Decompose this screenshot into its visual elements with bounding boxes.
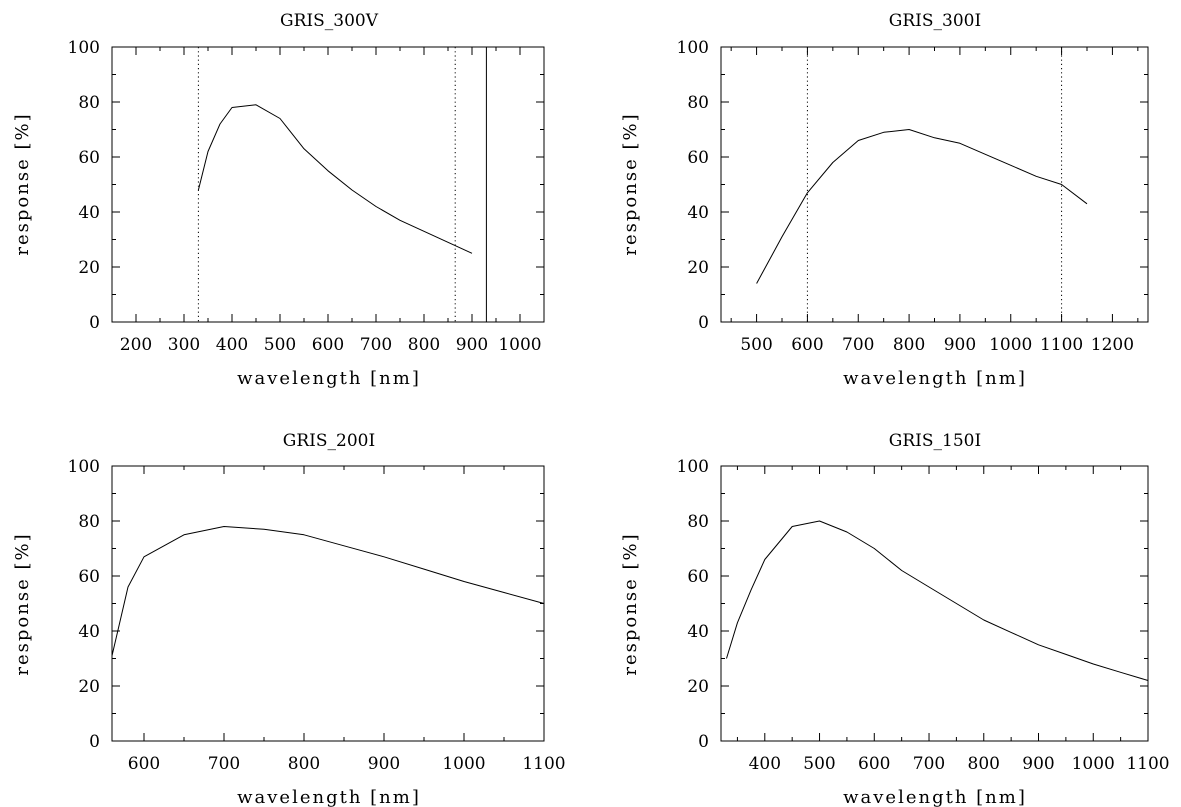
y-tick-label: 60	[687, 567, 709, 587]
panel-gris-300i: GRIS_300I 0 20 40 60 80 100 500 600 700 800 900 100…	[620, 11, 1149, 389]
x-tick-label: 1000	[989, 335, 1032, 355]
y-tick-label: 80	[687, 512, 709, 532]
x-axis-label: wavelength [nm]	[237, 368, 421, 389]
y-axis-label: response [%]	[12, 532, 33, 675]
x-tick-label: 800	[288, 754, 320, 774]
y-tick-label: 100	[677, 38, 709, 58]
x-tick-label: 1100	[1126, 754, 1169, 774]
y-tick-label: 100	[68, 38, 100, 58]
x-axis-label: wavelength [nm]	[843, 787, 1027, 807]
y-tick-label: 0	[89, 732, 100, 752]
chart-title: GRIS_300I	[889, 11, 981, 31]
plot-frame	[111, 46, 545, 323]
y-axis-label: response [%]	[620, 112, 641, 255]
y-tick-label: 20	[687, 258, 709, 278]
x-axis-label: wavelength [nm]	[237, 787, 421, 807]
y-tick-label: 100	[677, 457, 709, 477]
x-tick-label: 500	[803, 754, 835, 774]
x-tick-label: 800	[408, 335, 440, 355]
x-tick-label: 800	[968, 754, 1000, 774]
y-tick-label: 60	[687, 148, 709, 168]
y-tick-label: 0	[698, 313, 709, 333]
x-tick-label: 400	[216, 335, 248, 355]
y-tick-label: 40	[687, 622, 709, 642]
response-curve	[726, 520, 1149, 681]
x-tick-label: 700	[208, 754, 240, 774]
x-tick-label: 400	[749, 754, 781, 774]
y-tick-label: 80	[78, 512, 100, 532]
y-axis-label: response [%]	[620, 532, 641, 675]
x-tick-label: 1000	[442, 754, 485, 774]
x-tick-label: 700	[360, 335, 392, 355]
y-tick-label: 60	[78, 148, 100, 168]
y-tick-label: 0	[698, 732, 709, 752]
y-tick-label: 80	[687, 93, 709, 113]
x-tick-label: 600	[791, 335, 823, 355]
y-tick-label: 20	[687, 677, 709, 697]
y-tick-label: 40	[687, 203, 709, 223]
x-tick-label: 800	[893, 335, 925, 355]
chart-title: GRIS_300V	[280, 11, 379, 31]
y-tick-label: 0	[89, 313, 100, 333]
y-tick-label: 60	[78, 567, 100, 587]
panel-gris-150i: GRIS_150I 0 20 40 60 80 100 400 500 600 700 800 900…	[620, 431, 1170, 807]
x-tick-label: 500	[740, 335, 772, 355]
y-tick-label: 40	[78, 622, 100, 642]
chart-title: GRIS_200I	[283, 431, 375, 451]
x-tick-label: 900	[1022, 754, 1054, 774]
x-tick-label: 1000	[498, 335, 541, 355]
x-tick-label: 700	[842, 335, 874, 355]
plot-area: 0 20 40 60 80 100 400 500 600 700 800 900 1000 1100	[677, 457, 1170, 774]
response-curve	[756, 129, 1088, 284]
plot-frame	[720, 46, 1149, 323]
x-tick-label: 900	[456, 335, 488, 355]
plot-area: 0 20 40 60 80 100 200 300 400 500 600 700 800 900 1000	[68, 38, 545, 355]
plot-area: 0 20 40 60 80 100 600 700 800 900 1000 1100	[68, 457, 566, 774]
response-curve	[197, 104, 473, 254]
x-tick-label: 300	[168, 335, 200, 355]
x-tick-label: 1000	[1072, 754, 1115, 774]
plot-area: 0 20 40 60 80 100 500 600 700 800 900 1000 1100 1200	[677, 38, 1149, 355]
y-tick-label: 40	[78, 203, 100, 223]
panel-gris-200i: GRIS_200I 0 20 40 60 80 100 600 700 800 900 1000 11…	[12, 431, 566, 807]
x-tick-label: 600	[858, 754, 890, 774]
y-tick-label: 80	[78, 93, 100, 113]
x-axis-label: wavelength [nm]	[843, 368, 1027, 389]
x-tick-label: 900	[944, 335, 976, 355]
x-tick-label: 1100	[522, 754, 565, 774]
y-tick-label: 100	[68, 457, 100, 477]
response-curve	[111, 526, 545, 656]
plot-frame	[720, 465, 1149, 742]
x-tick-label: 1200	[1091, 335, 1134, 355]
chart-title: GRIS_150I	[889, 431, 981, 451]
x-tick-label: 900	[368, 754, 400, 774]
plot-frame	[111, 465, 545, 742]
x-tick-label: 700	[913, 754, 945, 774]
panel-gris-300v: GRIS_300V 0 20 40 60 80 100 200 300 400 500 600 700…	[12, 11, 545, 389]
x-tick-label: 600	[312, 335, 344, 355]
x-tick-label: 600	[128, 754, 160, 774]
y-axis-label: response [%]	[12, 112, 33, 255]
y-tick-label: 20	[78, 677, 100, 697]
x-tick-label: 200	[120, 335, 152, 355]
y-tick-label: 20	[78, 258, 100, 278]
x-tick-label: 1100	[1040, 335, 1083, 355]
x-tick-label: 500	[264, 335, 296, 355]
